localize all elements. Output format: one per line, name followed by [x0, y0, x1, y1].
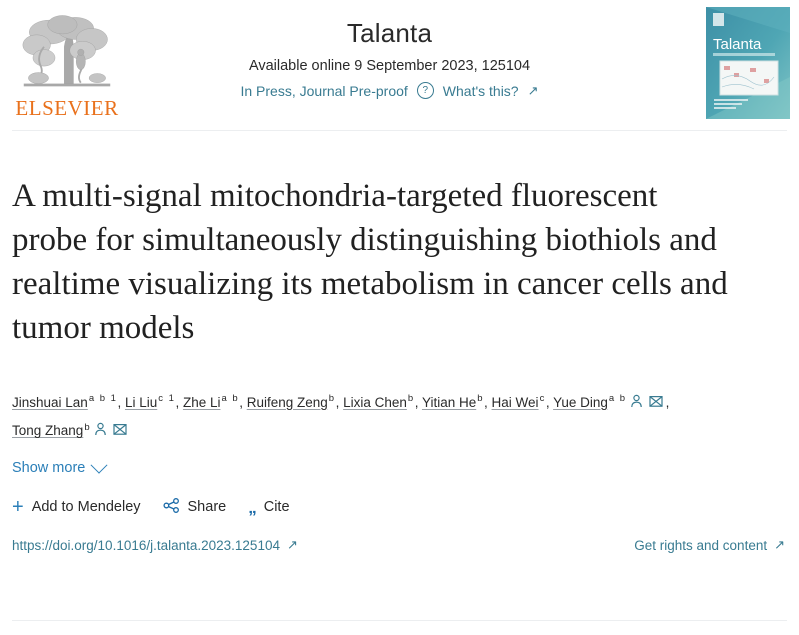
author-separator: ,	[665, 394, 670, 410]
author-separator: ,	[175, 394, 183, 410]
author-affiliation-marker: c	[539, 393, 546, 405]
publication-date: Available online 9 September 2023, 12510…	[248, 58, 531, 74]
author-profile-icon[interactable]	[630, 390, 643, 418]
plus-icon: +	[12, 496, 24, 519]
author-separator: ,	[117, 394, 125, 410]
author-separator: ,	[414, 394, 422, 410]
show-more-button[interactable]: Show more	[0, 446, 117, 476]
doi-link[interactable]: https://doi.org/10.1016/j.talanta.2023.1…	[12, 537, 298, 553]
header-center: Talanta Available online 9 September 202…	[150, 18, 629, 99]
status-row: In Press, Journal Pre-proof ? What's thi…	[150, 82, 629, 99]
author-affiliation-marker: c 1	[158, 393, 176, 405]
author-entry: Li Liuc 1	[124, 393, 176, 410]
author-entry: Jinshuai Lana b 1	[12, 393, 118, 410]
author-separator: ,	[335, 394, 344, 410]
author-affiliation-marker: b	[407, 393, 415, 405]
author-entry: Zhe Lia b	[182, 393, 240, 410]
rights-text: Get rights and content	[634, 537, 768, 553]
cite-button[interactable]: „ Cite	[248, 499, 289, 516]
external-link-icon: ↗	[286, 537, 298, 553]
author-name[interactable]: Hai Wei	[491, 394, 539, 410]
svg-text:Talanta: Talanta	[713, 36, 762, 53]
author-affiliation-marker: b	[328, 393, 336, 405]
author-separator: ,	[484, 394, 492, 410]
author-affiliation-marker: b	[84, 421, 92, 433]
quote-icon: „	[248, 497, 256, 517]
header-divider	[12, 130, 787, 131]
author-name[interactable]: Jinshuai Lan	[12, 394, 88, 410]
share-button[interactable]: Share	[162, 497, 227, 517]
article-actions: + Add to Mendeley Share „ Cite	[0, 477, 799, 517]
author-affiliation-marker: b	[477, 393, 485, 405]
author-name[interactable]: Li Liu	[124, 394, 158, 410]
journal-cover-image[interactable]: Talanta	[706, 7, 790, 119]
author-separator: ,	[239, 394, 247, 410]
author-name[interactable]: Lixia Chen	[343, 394, 407, 410]
journal-title: Talanta	[346, 18, 433, 48]
doi-text: https://doi.org/10.1016/j.talanta.2023.1…	[12, 537, 280, 553]
footer-divider	[12, 620, 787, 621]
add-to-mendeley-button[interactable]: + Add to Mendeley	[12, 497, 141, 517]
author-affiliation-marker: a b 1	[88, 393, 118, 405]
get-rights-and-content-link[interactable]: Get rights and content ↗	[634, 537, 785, 553]
author-entry: Hai Weic	[491, 393, 546, 410]
external-link-icon: ↗	[774, 537, 785, 553]
author-name[interactable]: Yitian He	[421, 394, 477, 410]
author-list: Jinshuai Lana b 1, Li Liuc 1, Zhe Lia b,…	[0, 377, 799, 446]
footer-links: https://doi.org/10.1016/j.talanta.2023.1…	[0, 517, 799, 553]
add-to-mendeley-label: Add to Mendeley	[31, 499, 141, 516]
chevron-down-icon	[90, 456, 108, 474]
author-name[interactable]: Yue Ding	[553, 394, 608, 410]
article-header: ELSEVIER Talanta Available online 9 Sept…	[0, 0, 799, 130]
cite-label: Cite	[263, 499, 290, 516]
author-entry: Ruifeng Zengb	[246, 393, 336, 410]
page-title: A multi-signal mitochondria-targeted flu…	[12, 178, 728, 346]
share-label: Share	[187, 499, 227, 516]
elsevier-tree-logo	[12, 10, 122, 122]
in-press-status[interactable]: In Press, Journal Pre-proof	[240, 82, 408, 99]
author-affiliation-marker: a b	[221, 393, 240, 405]
author-email-icon[interactable]	[648, 390, 663, 418]
author-name[interactable]: Ruifeng Zeng	[246, 394, 328, 410]
elsevier-wordmark: ELSEVIER	[15, 96, 119, 120]
author-name[interactable]: Tong Zhang	[12, 423, 84, 439]
author-profile-icon[interactable]	[94, 418, 107, 446]
author-email-icon[interactable]	[113, 418, 127, 446]
author-affiliation-marker: a b	[608, 393, 627, 405]
whats-this-link[interactable]: What's this?	[442, 82, 519, 99]
help-icon[interactable]: ?	[416, 82, 434, 99]
show-more-label: Show more	[12, 460, 86, 477]
author-entry: Yue Dinga b	[553, 393, 666, 410]
share-icon	[162, 497, 180, 517]
author-entry: Yitian Heb	[421, 393, 485, 410]
author-entry: Lixia Chenb	[343, 393, 415, 410]
author-name[interactable]: Zhe Li	[182, 394, 221, 410]
author-entry: Tong Zhangb	[12, 421, 130, 439]
author-separator: ,	[545, 394, 554, 410]
external-link-icon: ↗	[527, 82, 539, 98]
